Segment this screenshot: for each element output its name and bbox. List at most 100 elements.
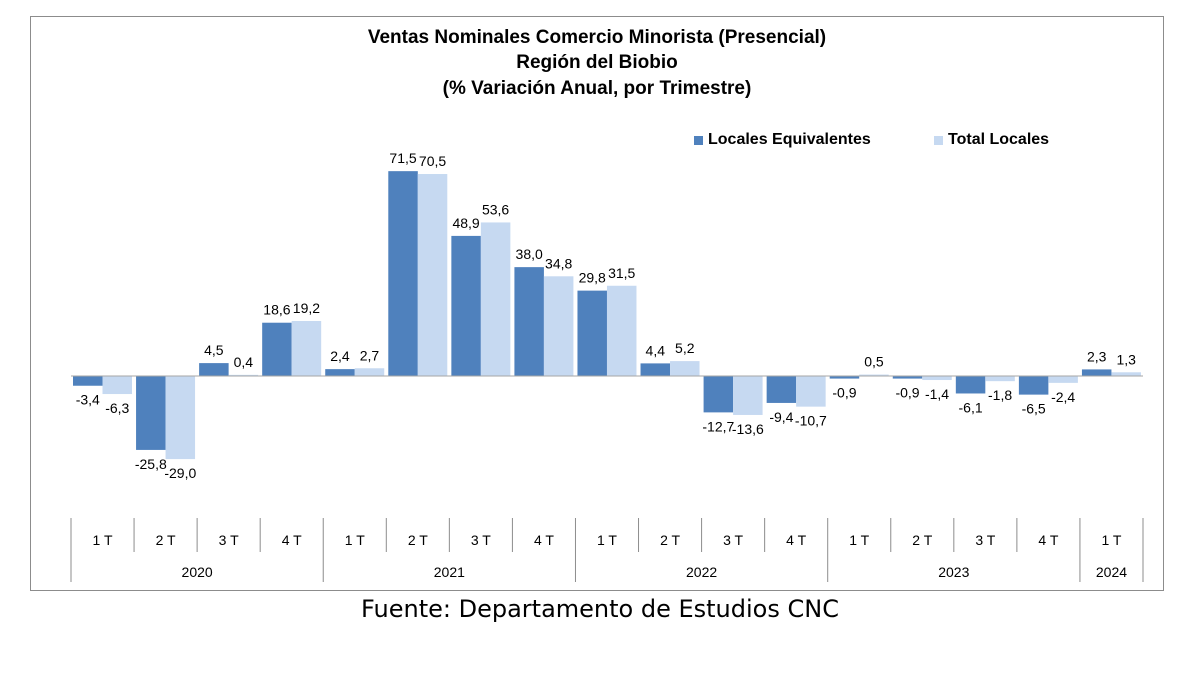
bar-locales-equivalentes-14 (955, 376, 986, 394)
legend-item-total-locales: Total Locales (934, 131, 1049, 149)
bar-total-locales-5 (417, 174, 448, 376)
chart-title-line-2: Región del Biobio (516, 52, 678, 73)
data-label-locales-equivalentes-16: 2,3 (1087, 348, 1107, 364)
x-tick-label-13: 2 T (912, 532, 932, 548)
x-tick-label-1: 2 T (156, 532, 176, 548)
x-tick-label-14: 3 T (975, 532, 995, 548)
data-label-total-locales-13: -1,4 (925, 386, 949, 402)
data-label-total-locales-5: 70,5 (419, 153, 446, 169)
data-label-locales-equivalentes-14: -6,1 (959, 399, 983, 415)
bar-locales-equivalentes-6 (451, 235, 481, 376)
x-tick-label-12: 1 T (849, 532, 869, 548)
bar-locales-equivalentes-7 (514, 267, 544, 376)
x-tick-label-6: 3 T (471, 532, 491, 548)
bar-locales-equivalentes-1 (136, 376, 166, 450)
bar-total-locales-0 (102, 376, 132, 395)
data-label-locales-equivalentes-3: 18,6 (263, 302, 290, 318)
bar-total-locales-6 (480, 222, 511, 376)
data-label-locales-equivalentes-2: 4,5 (204, 342, 224, 358)
legend-swatch-total-locales (934, 135, 943, 145)
x-tick-label-15: 4 T (1038, 532, 1058, 548)
bar-locales-equivalentes-10 (703, 376, 734, 413)
data-label-total-locales-8: 31,5 (608, 265, 635, 281)
data-label-total-locales-2: 0,4 (234, 354, 254, 370)
data-label-locales-equivalentes-13: -0,9 (895, 385, 919, 401)
bar-total-locales-13 (922, 376, 952, 381)
bar-total-locales-12 (859, 374, 889, 376)
x-tick-label-4: 1 T (345, 532, 365, 548)
data-label-total-locales-9: 5,2 (675, 340, 695, 356)
data-label-locales-equivalentes-10: -12,7 (702, 418, 734, 434)
bar-locales-equivalentes-9 (640, 363, 671, 376)
legend-item-locales-equivalentes: Locales Equivalentes (694, 131, 871, 149)
bar-locales-equivalentes-5 (388, 171, 418, 376)
data-label-total-locales-4: 2,7 (360, 347, 380, 363)
data-label-total-locales-15: -2,4 (1051, 389, 1075, 405)
bar-total-locales-8 (606, 285, 637, 376)
data-label-total-locales-14: -1,8 (988, 387, 1012, 403)
data-label-total-locales-0: -6,3 (105, 400, 129, 416)
bar-locales-equivalentes-0 (73, 376, 103, 386)
bar-total-locales-1 (165, 376, 196, 460)
bar-total-locales-11 (796, 376, 826, 407)
data-label-total-locales-12: 0,5 (864, 354, 884, 370)
bar-locales-equivalentes-12 (829, 376, 860, 379)
x-tick-label-2: 3 T (219, 532, 239, 548)
bar-locales-equivalentes-2 (199, 363, 229, 376)
data-label-total-locales-10: -13,6 (732, 421, 764, 437)
data-label-total-locales-1: -29,0 (164, 465, 196, 481)
chart-title-line-3: (% Variación Anual, por Trimestre) (442, 78, 752, 99)
bar-locales-equivalentes-15 (1018, 376, 1049, 395)
bar-locales-equivalentes-13 (892, 376, 923, 379)
legend-swatch-locales-equivalentes (694, 135, 703, 145)
data-label-locales-equivalentes-11: -9,4 (769, 409, 793, 425)
bar-locales-equivalentes-3 (262, 322, 292, 376)
x-tick-label-7: 4 T (534, 532, 554, 548)
bar-locales-equivalentes-8 (577, 290, 607, 376)
legend-label-total-locales: Total Locales (948, 131, 1050, 148)
x-tick-label-3: 4 T (282, 532, 302, 548)
bar-total-locales-3 (291, 320, 322, 376)
bar-locales-equivalentes-16 (1081, 369, 1112, 376)
chart-title-line-1: Ventas Nominales Comercio Minorista (Pre… (367, 27, 827, 48)
legend-label-locales-equivalentes: Locales Equivalentes (708, 131, 871, 148)
bar-total-locales-10 (733, 376, 763, 415)
year-label-2024: 2024 (1096, 564, 1127, 580)
year-label-2020: 2020 (182, 564, 213, 580)
bar-locales-equivalentes-11 (766, 376, 797, 403)
data-label-total-locales-16: 1,3 (1116, 351, 1136, 367)
x-tick-label-5: 2 T (408, 532, 428, 548)
data-label-locales-equivalentes-1: -25,8 (135, 456, 167, 472)
x-tick-label-10: 3 T (723, 532, 743, 548)
x-tick-label-9: 2 T (660, 532, 680, 548)
bar-total-locales-14 (985, 376, 1015, 382)
x-tick-label-8: 1 T (597, 532, 617, 548)
source-note: Fuente: Departamento de Estudios CNC (361, 595, 839, 623)
data-label-locales-equivalentes-4: 2,4 (330, 348, 350, 364)
bar-locales-equivalentes-4 (325, 369, 355, 376)
bar-total-locales-2 (228, 374, 259, 376)
data-label-locales-equivalentes-9: 4,4 (646, 342, 666, 358)
x-tick-label-0: 1 T (93, 532, 113, 548)
data-label-total-locales-7: 34,8 (545, 255, 572, 271)
data-label-locales-equivalentes-0: -3,4 (76, 392, 100, 408)
data-label-locales-equivalentes-8: 29,8 (579, 270, 606, 286)
data-label-total-locales-11: -10,7 (795, 413, 827, 429)
bar-total-locales-15 (1048, 376, 1078, 383)
bar-total-locales-7 (543, 276, 574, 376)
data-label-locales-equivalentes-5: 71,5 (389, 150, 416, 166)
year-label-2021: 2021 (434, 564, 465, 580)
data-label-locales-equivalentes-15: -6,5 (1022, 401, 1046, 417)
data-label-total-locales-3: 19,2 (293, 300, 320, 316)
bar-total-locales-16 (1111, 372, 1141, 376)
data-label-locales-equivalentes-7: 38,0 (516, 246, 543, 262)
year-label-2023: 2023 (938, 564, 969, 580)
data-label-total-locales-6: 53,6 (482, 201, 509, 217)
x-tick-label-11: 4 T (786, 532, 806, 548)
bar-total-locales-9 (670, 361, 700, 376)
data-label-locales-equivalentes-12: -0,9 (832, 385, 856, 401)
x-tick-label-16: 1 T (1101, 532, 1121, 548)
year-label-2022: 2022 (686, 564, 717, 580)
bar-total-locales-4 (354, 368, 385, 376)
